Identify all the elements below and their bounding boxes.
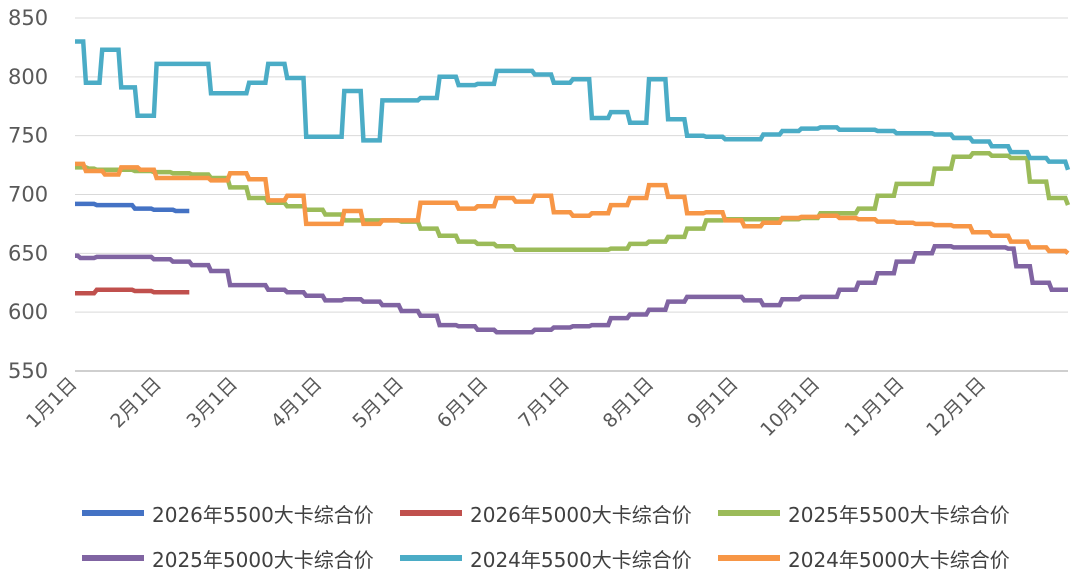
series-line-5 [75,161,1070,256]
y-tick-label: 650 [8,241,48,265]
y-tick-label: 850 [8,6,48,30]
legend-label: 2026年5500大卡综合价 [152,502,374,527]
legend-row-2: 2025年5000大卡综合价 2024年5500大卡综合价 2024年5000大… [0,540,1080,576]
legend-label: 2025年5000大卡综合价 [152,547,374,572]
legend-label: 2024年5000大卡综合价 [788,547,1010,572]
legend-item-2024-5000: 2024年5000大卡综合价 [718,540,1010,576]
series-lines [75,39,1071,335]
legend-label: 2026年5000大卡综合价 [470,502,692,527]
y-tick-label: 800 [8,65,48,89]
series-line-2 [75,151,1071,253]
x-tick-label: 11月1日 [841,373,909,441]
legend-swatch [82,555,144,561]
series-line-0 [75,201,190,214]
x-tick-label: 9月1日 [683,373,743,433]
series-line-3 [75,244,1068,335]
legend-item-2024-5500: 2024年5500大卡综合价 [400,540,692,576]
x-tick-label: 7月1日 [514,373,574,433]
gridlines [75,17,1068,313]
x-tick-label: 8月1日 [599,373,659,433]
x-tick-label: 2月1日 [106,373,166,433]
legend-row-1: 2026年5500大卡综合价 2026年5000大卡综合价 2025年5500大… [0,495,1080,531]
x-tick-label: 4月1日 [267,373,327,433]
x-axis-ticks: 1月1日 2月1日 3月1日 4月1日 5月1日 6月1日 7月1日 8月1日 9月1日 10月1… [22,373,990,441]
legend-label: 2025年5500大卡综合价 [788,502,1010,527]
legend-item-2025-5000: 2025年5000大卡综合价 [82,540,374,576]
legend-item-2026-5500: 2026年5500大卡综合价 [82,495,374,531]
legend-swatch [82,510,144,516]
y-tick-label: 550 [8,359,48,383]
legend-label: 2024年5500大卡综合价 [470,547,692,572]
x-tick-label: 12月1日 [922,373,990,441]
legend-swatch [718,555,780,561]
x-tick-label: 3月1日 [183,373,243,433]
legend-item-2025-5500: 2025年5500大卡综合价 [718,495,1010,531]
y-tick-label: 750 [8,124,48,148]
y-tick-label: 600 [8,300,48,324]
legend-item-2026-5000: 2026年5000大卡综合价 [400,495,692,531]
x-tick-label: 5月1日 [348,373,408,433]
legend-swatch [400,555,462,561]
legend-swatch [718,510,780,516]
series-line-4 [75,39,1071,171]
series-line-1 [75,287,190,296]
legend-swatch [400,510,462,516]
x-tick-label: 6月1日 [433,373,493,433]
y-axis-ticks: 550 600 650 700 750 800 850 [8,6,48,383]
x-tick-label: 10月1日 [756,373,824,441]
y-tick-label: 700 [8,183,48,207]
